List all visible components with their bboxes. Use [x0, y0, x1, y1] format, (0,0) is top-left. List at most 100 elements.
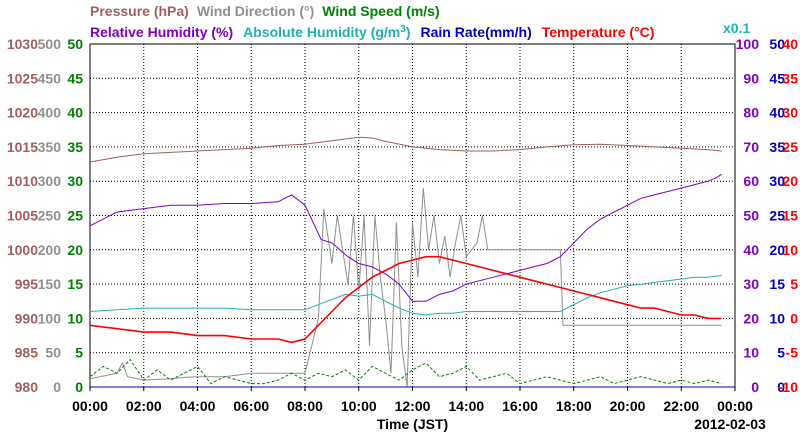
wind-speed-tick-label: 45 — [67, 70, 83, 86]
temperature-tick-label: 25 — [782, 139, 798, 155]
x-tick-label: 22:00 — [663, 398, 699, 414]
relative-humidity-tick-label: 80 — [743, 105, 759, 121]
right-axes: 1009080706050403020100504540353025201510… — [736, 36, 799, 395]
x-axis-label: Time (JST) — [377, 416, 448, 432]
rain-rate-tick-label: 0 — [777, 379, 785, 395]
legend-entry: Wind Speed (m/s) — [322, 3, 439, 19]
rain-rate-tick-label: 45 — [769, 70, 785, 86]
relative-humidity-tick-label: 40 — [743, 242, 759, 258]
relative-humidity-tick-label: 70 — [743, 139, 759, 155]
wind-direction-tick-label: 200 — [38, 242, 62, 258]
x-axis: 00:00 02:00 04:00 06:00 08:00 10:00 12:00 14:00… — [72, 387, 766, 432]
pressure-tick-label: 1030 — [7, 36, 38, 52]
wind-speed-tick-label: 15 — [67, 276, 83, 292]
series-absolute-humidity-g-m3-x0-1 — [89, 275, 722, 316]
relative-humidity-tick-label: 100 — [736, 36, 760, 52]
wind-speed-tick-label: 35 — [67, 139, 83, 155]
rain-rate-tick-label: 25 — [769, 208, 785, 224]
rain-rate-tick-label: 5 — [777, 345, 785, 361]
relative-humidity-tick-label: 50 — [743, 208, 759, 224]
temperature-tick-label: -10 — [778, 379, 798, 395]
legend-entry: Temperature (°C) — [542, 24, 655, 40]
legend-entry: Relative Humidity (%) — [90, 24, 233, 40]
pressure-tick-label: 1015 — [7, 139, 38, 155]
x-tick-label: 06:00 — [233, 398, 269, 414]
pressure-tick-label: 1025 — [7, 70, 38, 86]
pressure-tick-label: 980 — [15, 379, 39, 395]
chart-legend: Pressure (hPa) Wind Direction (°) Wind Spe… — [90, 3, 750, 40]
wind-speed-tick-label: 50 — [67, 36, 83, 52]
wind-speed-tick-label: 30 — [67, 173, 83, 189]
pressure-tick-label: 990 — [15, 310, 39, 326]
abs-humidity-scale-label: x0.1 — [723, 20, 750, 36]
x-tick-label: 00:00 — [717, 398, 753, 414]
wind-speed-tick-label: 5 — [75, 345, 83, 361]
rain-rate-tick-label: 30 — [769, 173, 785, 189]
x-tick-label: 08:00 — [287, 398, 323, 414]
temperature-tick-label: 15 — [782, 208, 798, 224]
wind-direction-tick-label: 350 — [38, 139, 62, 155]
temperature-tick-label: 20 — [782, 173, 798, 189]
legend-entry-close: ) — [406, 24, 411, 40]
series-temperature-c — [89, 255, 722, 344]
wind-direction-tick-label: 250 — [38, 208, 62, 224]
relative-humidity-tick-label: 30 — [743, 276, 759, 292]
x-tick-label: 14:00 — [448, 398, 484, 414]
series-wind-direction — [89, 188, 722, 388]
legend-entry: Pressure (hPa) — [90, 3, 189, 19]
wind-direction-tick-label: 400 — [38, 105, 62, 121]
wind-direction-tick-label: 150 — [38, 276, 62, 292]
legend-row: Pressure (hPa) Wind Direction (°) Wind Spe… — [90, 3, 440, 19]
legend-entry: Wind Direction (°) — [197, 3, 314, 19]
pressure-tick-label: 1020 — [7, 105, 38, 121]
pressure-tick-label: 995 — [15, 276, 39, 292]
rain-rate-tick-label: 10 — [769, 310, 785, 326]
temperature-tick-label: 35 — [782, 70, 798, 86]
series-wind-speed-m-s — [89, 358, 722, 385]
x-tick-label: 04:00 — [180, 398, 216, 414]
temperature-tick-label: 10 — [782, 242, 798, 258]
wind-direction-tick-label: 450 — [38, 70, 62, 86]
pressure-tick-label: 1005 — [7, 208, 38, 224]
relative-humidity-tick-label: 90 — [743, 70, 759, 86]
relative-humidity-tick-label: 60 — [743, 173, 759, 189]
legend-entry: Absolute Humidity (g/m — [243, 24, 400, 40]
legend-entry: Rain Rate(mm/h) — [421, 24, 532, 40]
wind-direction-tick-label: 500 — [38, 36, 62, 52]
relative-humidity-tick-label: 10 — [743, 345, 759, 361]
rain-rate-tick-label: 35 — [769, 139, 785, 155]
x-tick-label: 18:00 — [556, 398, 592, 414]
pressure-tick-label: 985 — [15, 345, 39, 361]
x-tick-label: 16:00 — [502, 398, 538, 414]
x-tick-label: 00:00 — [72, 398, 108, 414]
grid-lines — [90, 44, 735, 387]
wind-direction-tick-label: 50 — [45, 345, 61, 361]
wind-speed-tick-label: 10 — [67, 310, 83, 326]
pressure-tick-label: 1000 — [7, 242, 38, 258]
pressure-tick-label: 1010 — [7, 173, 38, 189]
wind-speed-tick-label: 40 — [67, 105, 83, 121]
temperature-tick-label: 40 — [782, 36, 798, 52]
x-tick-label: 02:00 — [126, 398, 162, 414]
wind-speed-tick-label: 25 — [67, 208, 83, 224]
x-tick-label: 12:00 — [395, 398, 431, 414]
legend-superscript: 3 — [400, 24, 406, 35]
series-pressure-hpa — [89, 136, 722, 163]
wind-direction-tick-label: 300 — [38, 173, 62, 189]
left-axes: 1030102510201015101010051000995990985980… — [7, 36, 83, 395]
rain-rate-tick-label: 50 — [769, 36, 785, 52]
rain-rate-tick-label: 20 — [769, 242, 785, 258]
relative-humidity-tick-label: 20 — [743, 310, 759, 326]
wind-speed-tick-label: 20 — [67, 242, 83, 258]
x-tick-label: 20:00 — [610, 398, 646, 414]
series-relative-humidity — [89, 173, 722, 302]
temperature-tick-label: 30 — [782, 105, 798, 121]
wind-direction-tick-label: 100 — [38, 310, 62, 326]
date-label: 2012-02-03 — [694, 416, 766, 432]
x-tick-label: 10:00 — [341, 398, 377, 414]
legend-row: Relative Humidity (%) Absolute Humidity (… — [90, 24, 654, 41]
relative-humidity-tick-label: 0 — [751, 379, 759, 395]
rain-rate-tick-label: 15 — [769, 276, 785, 292]
rain-rate-tick-label: 40 — [769, 105, 785, 121]
